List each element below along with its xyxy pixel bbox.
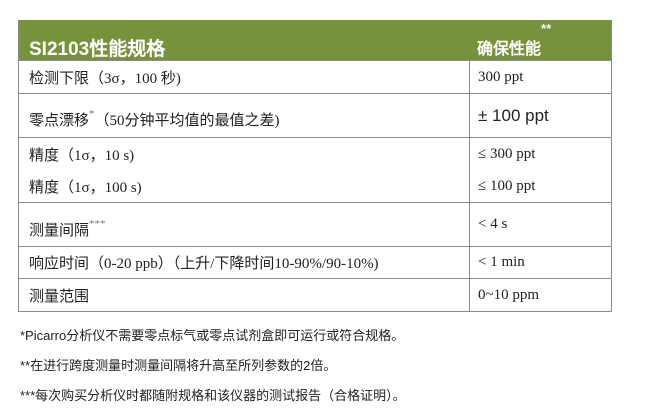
- row-label: 响应时间（0-20 ppb）（上升/下降时间10-90%/90-10%): [19, 247, 470, 278]
- footnote-mark: ***: [89, 217, 106, 230]
- footnote: *Picarro分析仪不需要零点标气或零点试剂盒即可运行或符合规格。: [20, 328, 405, 343]
- footnote-mark: *: [89, 107, 95, 120]
- value-line: ≤ 300 ppt: [478, 145, 536, 162]
- row-label: 测量间隔 ***: [19, 203, 470, 246]
- row-label: 精度（1σ，10 s) 精度（1σ，100 s): [19, 138, 470, 202]
- row-value: ≤ 300 ppt ≤ 100 ppt: [470, 138, 611, 202]
- header-title: SI2103性能规格: [29, 39, 166, 60]
- table-header: SI2103性能规格 确保性能 **: [19, 20, 611, 60]
- table-row: 精度（1σ，10 s) 精度（1σ，100 s) ≤ 300 ppt ≤ 100…: [19, 137, 611, 202]
- footnote: ***每次购买分析仪时都随附规格和该仪器的测试报告（合格证明）。: [20, 388, 406, 403]
- table-row: 检测下限（3σ，100 秒) 300 ppt: [19, 60, 611, 93]
- header-perf: 确保性能 **: [470, 20, 611, 60]
- row-value: 300 ppt: [478, 68, 524, 85]
- label-main: 测量间隔: [29, 223, 90, 239]
- row-value: 0~10 ppm: [478, 286, 540, 303]
- table-row: 响应时间（0-20 ppb）（上升/下降时间10-90%/90-10%) < 1…: [19, 246, 611, 278]
- row-value: < 4 s: [478, 216, 508, 232]
- table-row: 零点漂移 * （50分钟平均值的最值之差) ± 100 ppt: [19, 93, 611, 137]
- label-line: 精度（1σ，10 s): [29, 147, 135, 164]
- label-extra: （50分钟平均值的最值之差): [94, 113, 280, 129]
- spec-table: SI2103性能规格 确保性能 ** 检测下限（3σ，100 秒) 300 ppt…: [18, 20, 612, 312]
- row-value: < 1 min: [478, 254, 525, 270]
- row-value: ± 100 ppt: [478, 105, 549, 125]
- row-label: 零点漂移 * （50分钟平均值的最值之差): [19, 94, 470, 137]
- header-perf-label: 确保性能: [477, 41, 542, 58]
- label-line: 精度（1σ，100 s): [29, 179, 142, 196]
- footnote: **在进行跨度测量时测量间隔将升高至所列参数的2倍。: [20, 358, 337, 373]
- table-row: 测量间隔 *** < 4 s: [19, 202, 611, 246]
- footnote-mark: **: [541, 21, 552, 36]
- row-label: 检测下限（3σ，100 秒): [19, 61, 470, 93]
- row-label: 测量范围: [19, 279, 470, 311]
- table-row: 测量范围 0~10 ppm: [19, 278, 611, 311]
- value-line: ≤ 100 ppt: [478, 177, 536, 194]
- label-main: 零点漂移: [29, 113, 90, 129]
